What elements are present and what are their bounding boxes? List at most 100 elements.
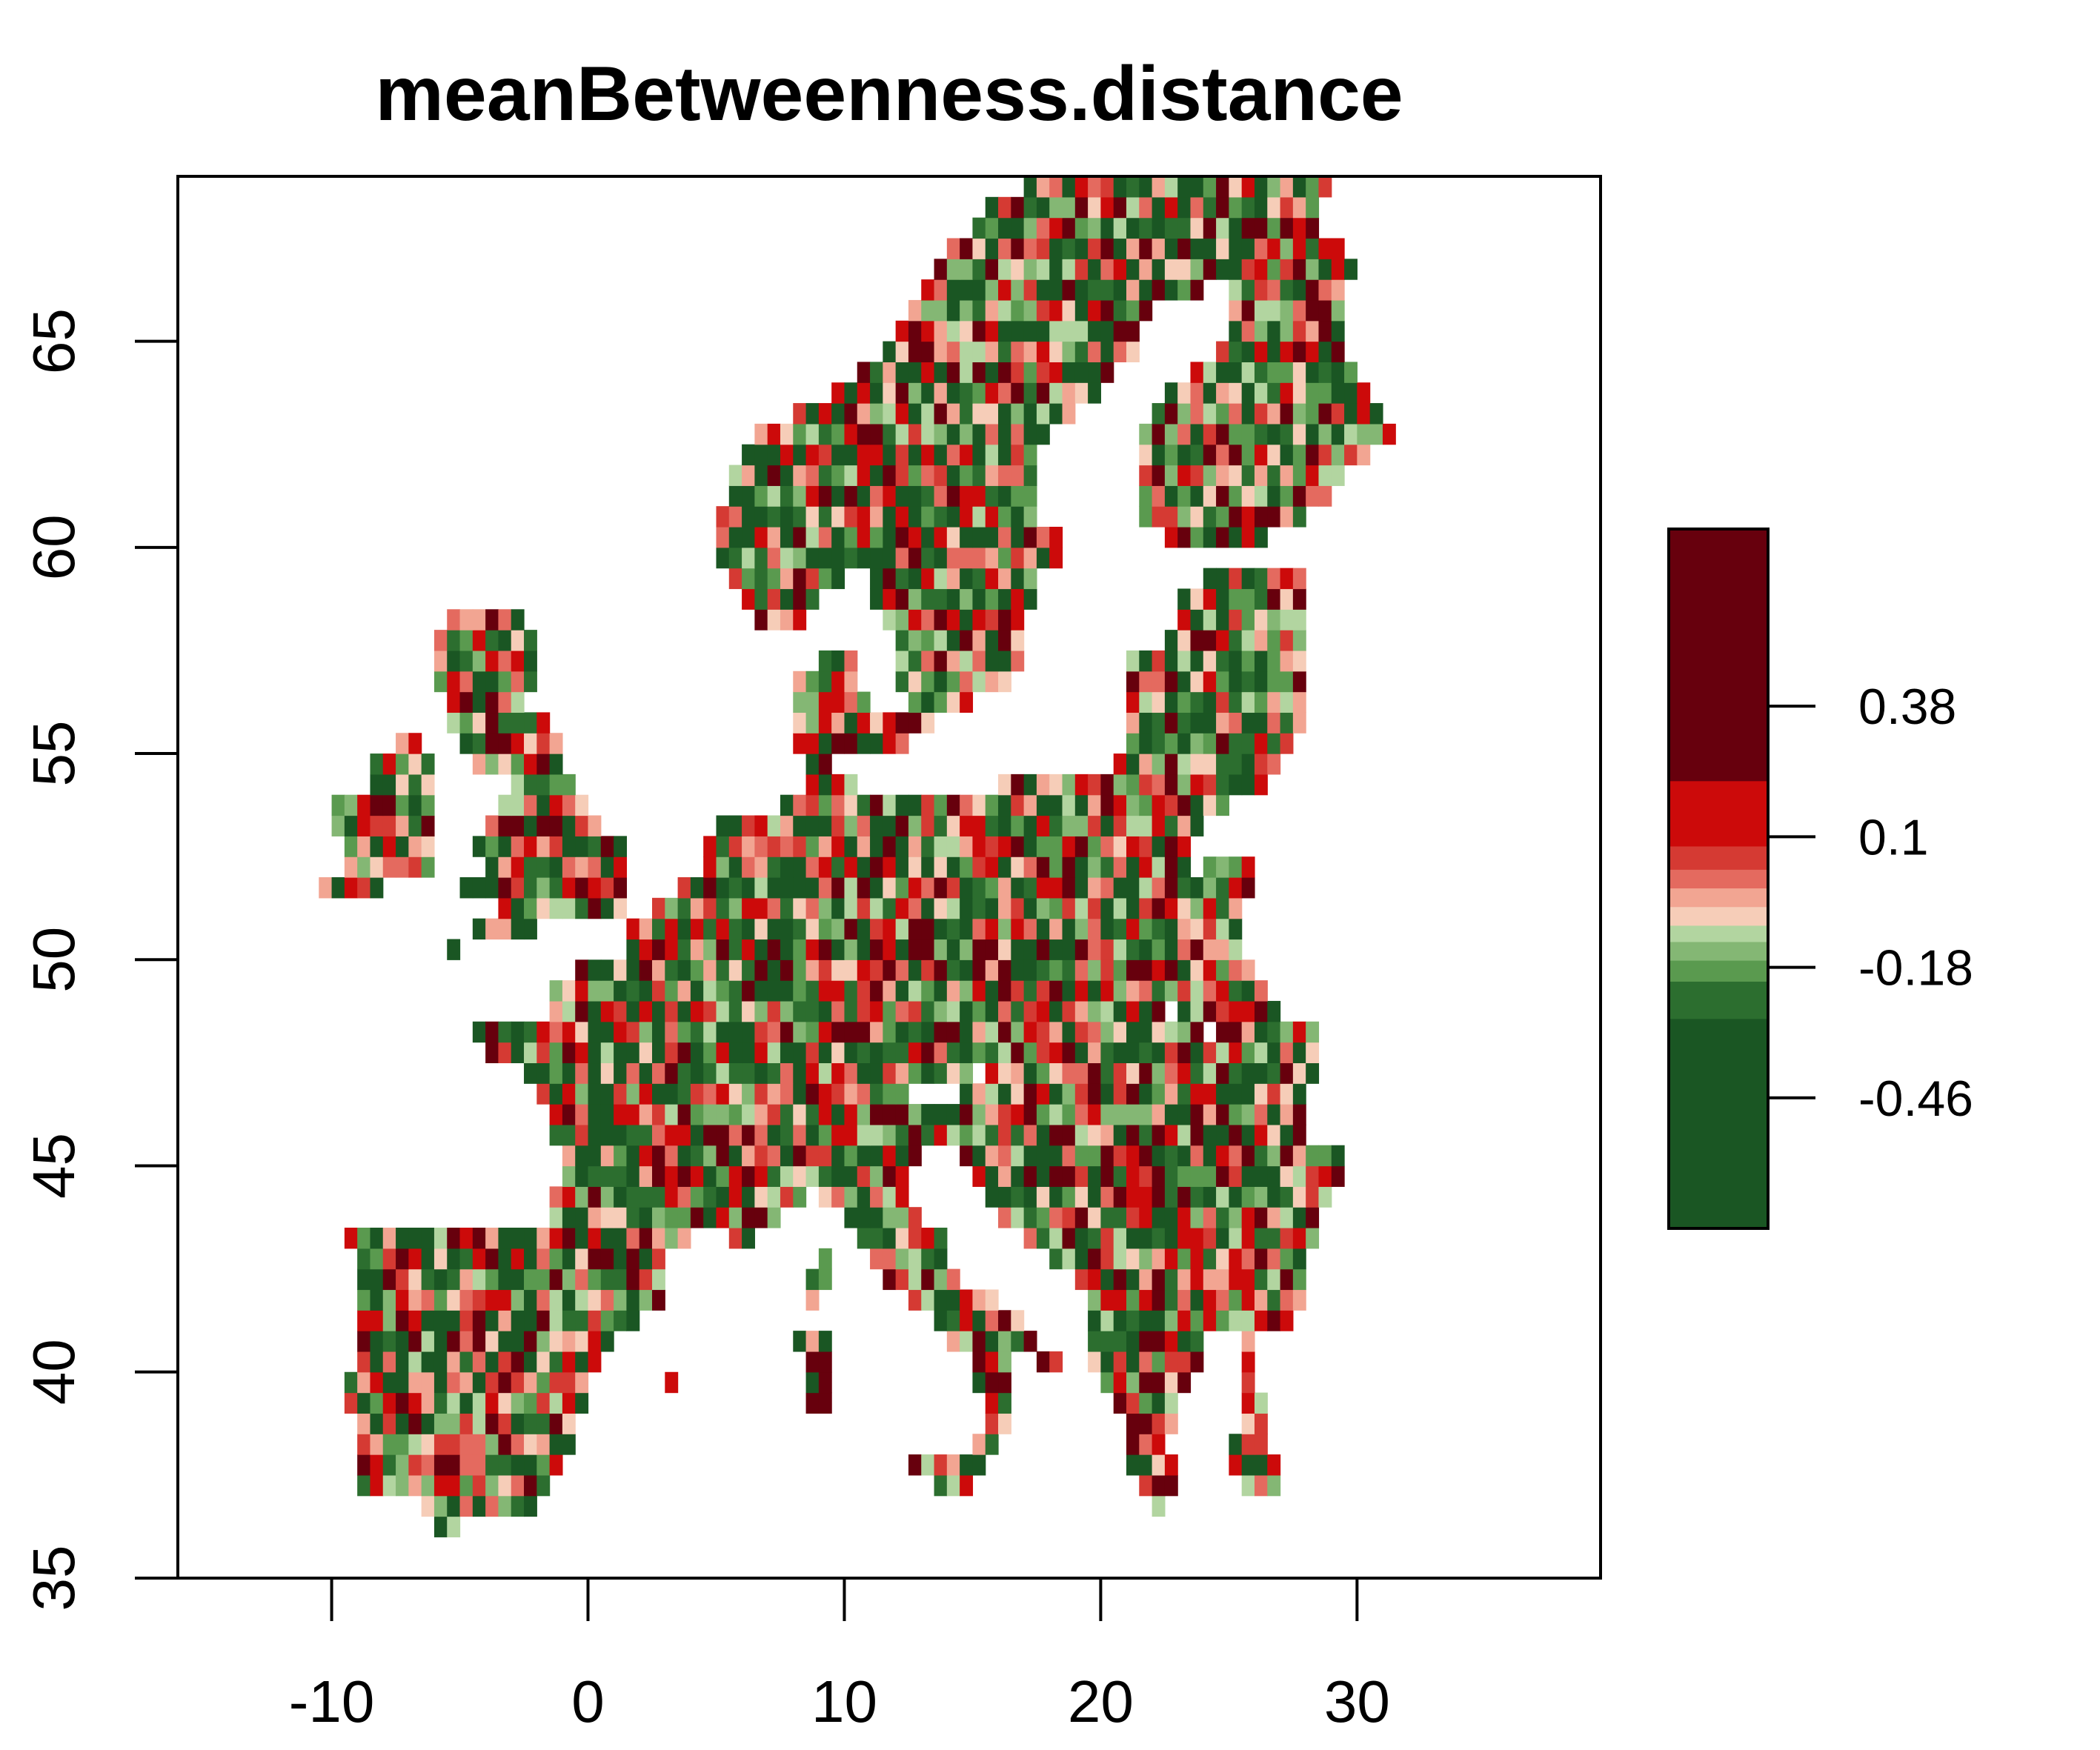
raster-cell: [1280, 259, 1294, 280]
raster-cell: [1074, 238, 1089, 259]
raster-cell: [1113, 1104, 1127, 1125]
raster-cell: [793, 465, 807, 486]
raster-cell: [1190, 176, 1204, 177]
raster-cell: [780, 1165, 794, 1187]
raster-cell: [793, 1186, 807, 1208]
raster-cell: [985, 815, 999, 836]
raster-cell: [357, 1454, 371, 1476]
raster-cell: [1011, 341, 1025, 363]
raster-cell: [1306, 465, 1320, 486]
raster-cell: [780, 1062, 794, 1084]
raster-cell: [600, 1331, 614, 1352]
raster-cell: [459, 1289, 474, 1311]
raster-cell: [934, 506, 948, 528]
raster-cell: [946, 1124, 960, 1146]
raster-cell: [498, 1289, 512, 1311]
raster-cell: [780, 1083, 794, 1105]
raster-cell: [524, 773, 537, 796]
raster-cell: [1139, 897, 1153, 919]
raster-cell: [946, 836, 960, 857]
raster-cell: [1306, 444, 1320, 466]
raster-cell: [844, 1021, 858, 1043]
raster-cell: [1216, 794, 1229, 816]
raster-cell: [831, 773, 845, 796]
raster-cell: [575, 1186, 589, 1208]
raster-cell: [921, 1454, 935, 1476]
raster-cell: [895, 485, 909, 507]
raster-cell: [1126, 1371, 1140, 1394]
raster-cell: [690, 897, 704, 919]
raster-cell: [1088, 1207, 1102, 1228]
raster-cell: [1254, 217, 1268, 239]
raster-cell: [1216, 753, 1229, 775]
raster-cell: [960, 650, 974, 672]
raster-cell: [728, 959, 742, 981]
raster-cell: [652, 897, 665, 919]
raster-cell: [883, 465, 897, 486]
raster-cell: [1229, 1289, 1243, 1311]
raster-cell: [485, 1331, 499, 1352]
raster-cell: [588, 1289, 602, 1311]
raster-cell: [857, 1104, 871, 1125]
raster-cell: [357, 1248, 371, 1270]
raster-cell: [793, 1042, 807, 1064]
raster-cell: [960, 1062, 974, 1084]
raster-cell: [1088, 1000, 1102, 1022]
raster-cell: [536, 1474, 551, 1497]
raster-cell: [1088, 836, 1102, 857]
raster-cell: [780, 506, 794, 528]
raster-cell: [1113, 980, 1127, 1002]
raster-cell: [549, 1207, 563, 1228]
raster-cell: [614, 836, 628, 857]
raster-cell: [831, 1124, 845, 1146]
raster-cell: [1318, 1186, 1332, 1208]
raster-cell: [575, 1289, 589, 1311]
raster-cell: [382, 1351, 396, 1373]
raster-cell: [1216, 1083, 1229, 1105]
raster-cell: [1126, 1351, 1140, 1373]
raster-cell: [1203, 423, 1217, 445]
raster-cell: [946, 1454, 960, 1476]
raster-cell: [844, 423, 858, 445]
raster-cell: [1074, 980, 1089, 1002]
raster-cell: [1036, 1186, 1050, 1208]
raster-cell: [1011, 588, 1025, 610]
raster-cell: [396, 815, 409, 836]
raster-cell: [485, 1351, 499, 1373]
raster-cell: [921, 794, 935, 816]
raster-cell: [1062, 836, 1076, 857]
raster-cell: [1126, 1392, 1140, 1414]
raster-cell: [588, 1042, 602, 1064]
raster-cell: [1254, 1124, 1268, 1146]
raster-cell: [1241, 1351, 1255, 1373]
raster-cell: [742, 547, 755, 569]
raster-cell: [536, 1392, 551, 1414]
raster-cell: [1190, 588, 1204, 610]
raster-cell: [934, 980, 948, 1002]
raster-cell: [382, 1413, 396, 1434]
y-tick-label: 60: [21, 514, 87, 580]
raster-cell: [716, 1021, 730, 1043]
raster-cell: [716, 1207, 730, 1228]
raster-cell: [485, 733, 499, 754]
raster-cell: [1280, 1207, 1294, 1228]
raster-cell: [831, 671, 845, 693]
raster-cell: [793, 691, 807, 713]
raster-cell: [1254, 650, 1268, 672]
raster-cell: [870, 1248, 883, 1270]
raster-cell: [793, 527, 807, 548]
raster-cell: [1152, 1062, 1166, 1084]
raster-cell: [1023, 527, 1037, 548]
raster-cell: [870, 897, 883, 919]
y-tick-label: 35: [21, 1546, 87, 1611]
raster-cell: [382, 1248, 396, 1270]
raster-cell: [1164, 1454, 1178, 1476]
raster-cell: [818, 753, 832, 775]
raster-cell: [1292, 1124, 1306, 1146]
y-tick-label: 45: [21, 1133, 87, 1199]
raster-cell: [883, 423, 897, 445]
raster-cell: [588, 1351, 602, 1373]
raster-cell: [805, 403, 820, 425]
raster-cell: [1229, 1083, 1243, 1105]
raster-cell: [690, 959, 704, 981]
